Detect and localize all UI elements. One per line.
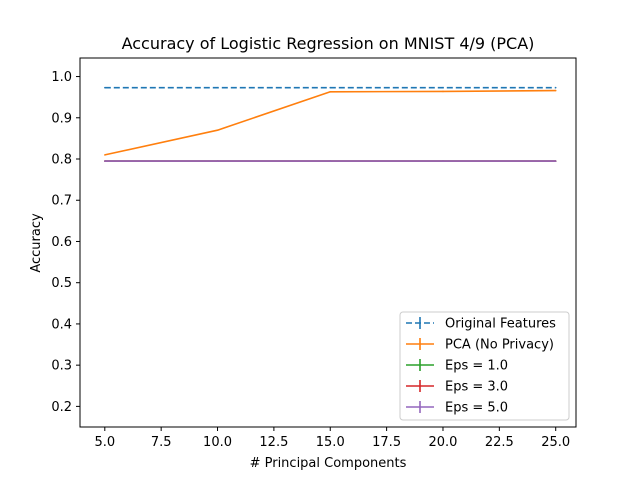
series-line-1 xyxy=(104,89,556,156)
data-point xyxy=(329,91,332,93)
data-point xyxy=(442,86,444,89)
chart-title: Accuracy of Logistic Regression on MNIST… xyxy=(122,34,535,53)
y-tick-label: 0.6 xyxy=(51,235,72,250)
y-tick-label: 0.8 xyxy=(51,153,72,168)
legend-label: Eps = 5.0 xyxy=(445,401,508,416)
y-tick-label: 0.3 xyxy=(51,359,72,374)
x-tick-label: 20.0 xyxy=(429,435,458,450)
x-tick-label: 25.0 xyxy=(541,435,570,450)
plot-frame xyxy=(79,57,577,428)
axes: 5.0 7.5 10.0 12.5 15.0 17.5 20.0 22.5 25.0 0.2 0.3… xyxy=(51,70,570,450)
data-point xyxy=(216,86,219,89)
data-point xyxy=(104,154,106,156)
plot-area xyxy=(104,86,557,162)
x-tick-label: 7.5 xyxy=(151,435,172,450)
legend-box xyxy=(399,311,570,421)
y-tick-label: 0.7 xyxy=(51,194,72,209)
data-point xyxy=(104,86,106,89)
data-point xyxy=(216,129,219,131)
data-point xyxy=(442,90,444,93)
y-tick-label: 0.4 xyxy=(51,317,72,332)
y-tick-label: 0.5 xyxy=(51,276,72,291)
data-point xyxy=(104,160,106,162)
data-point xyxy=(554,86,557,89)
x-tick-label: 17.5 xyxy=(372,435,401,450)
data-point xyxy=(329,160,332,162)
x-tick-label: 15.0 xyxy=(316,435,345,450)
x-tick-label: 12.5 xyxy=(259,435,288,450)
y-tick-label: 0.9 xyxy=(51,111,72,126)
x-axis-title: # Principal Components xyxy=(250,456,407,471)
y-axis-title: Accuracy xyxy=(29,213,44,273)
legend-label: Original Features xyxy=(445,317,556,332)
data-point xyxy=(329,86,332,89)
data-point xyxy=(216,160,219,162)
x-tick-label: 10.0 xyxy=(203,435,232,450)
data-point xyxy=(554,160,557,162)
legend-label: PCA (No Privacy) xyxy=(445,338,554,353)
legend-label: Eps = 1.0 xyxy=(445,359,508,374)
y-tick-label: 1.0 xyxy=(51,70,72,85)
x-tick-label: 22.5 xyxy=(485,435,514,450)
data-point xyxy=(554,89,557,92)
x-tick-label: 5.0 xyxy=(94,435,115,450)
y-tick-label: 0.2 xyxy=(51,400,72,415)
data-point xyxy=(442,160,444,162)
legend-label: Eps = 3.0 xyxy=(445,380,508,395)
legend: Original Features PCA (No Privacy) Eps = 1… xyxy=(399,311,570,421)
